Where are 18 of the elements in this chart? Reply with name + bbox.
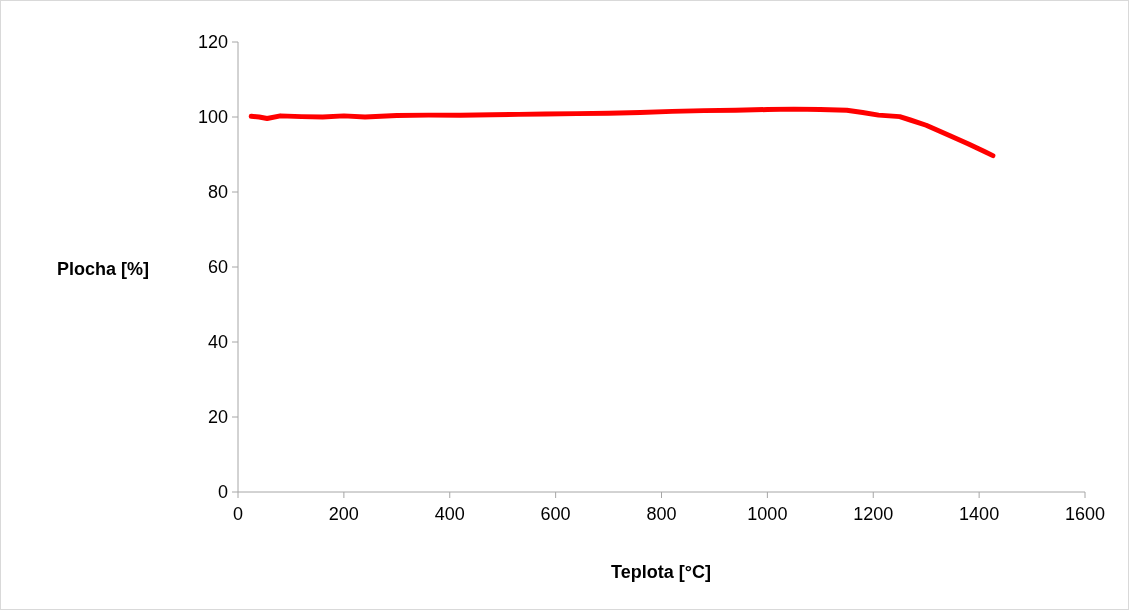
x-tick-label: 1000 xyxy=(747,504,788,524)
y-tick-label: 100 xyxy=(197,107,228,128)
x-tick-label: 1400 xyxy=(959,504,1000,524)
x-tick-label: 1200 xyxy=(853,504,894,524)
x-tick-label: 1600 xyxy=(1064,504,1106,524)
y-axis-title: Plocha [%] xyxy=(56,259,150,279)
x-axis-title: Teplota [°C] xyxy=(611,562,711,582)
y-tick-label: 20 xyxy=(207,407,228,428)
y-tick-label: 40 xyxy=(207,332,228,353)
x-tick-label: 800 xyxy=(646,504,677,524)
x-tick-label: 0 xyxy=(232,504,244,524)
x-tick-label: 600 xyxy=(540,504,571,524)
y-tick-label: 60 xyxy=(207,257,228,278)
y-tick-label: 0 xyxy=(217,482,228,503)
x-tick-label: 200 xyxy=(328,504,359,524)
y-tick-label: 80 xyxy=(207,182,228,203)
x-tick-label: 400 xyxy=(434,504,465,524)
y-tick-label: 120 xyxy=(197,32,228,53)
